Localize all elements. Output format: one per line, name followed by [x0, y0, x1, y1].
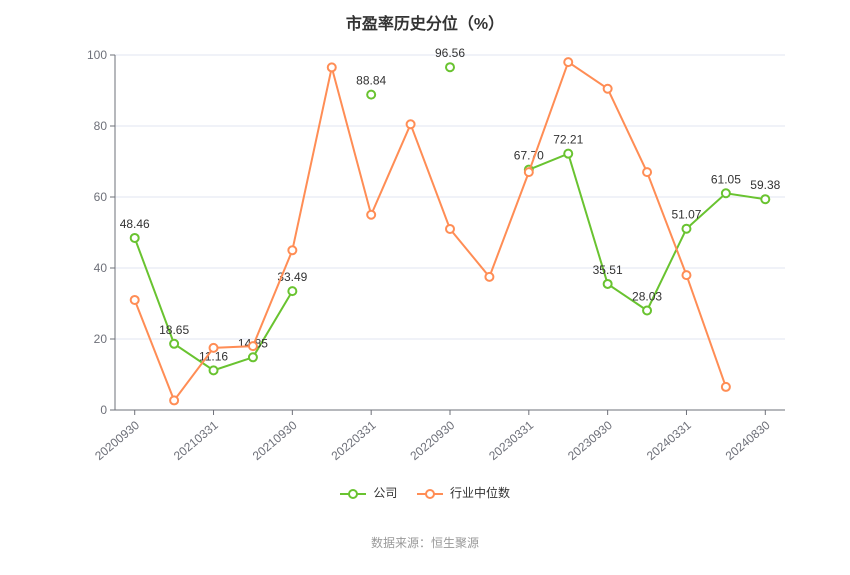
svg-text:35.51: 35.51: [593, 263, 623, 277]
svg-text:51.07: 51.07: [671, 208, 701, 222]
svg-text:20230930: 20230930: [565, 418, 615, 463]
legend-item-company[interactable]: 公司: [340, 484, 397, 501]
svg-text:100: 100: [87, 48, 107, 62]
legend-label-company: 公司: [373, 486, 397, 500]
svg-text:18.65: 18.65: [159, 323, 189, 337]
svg-text:88.84: 88.84: [356, 74, 386, 88]
svg-text:61.05: 61.05: [711, 172, 741, 186]
svg-text:67.70: 67.70: [514, 149, 544, 163]
svg-text:40: 40: [94, 261, 108, 275]
legend: 公司 行业中位数: [0, 484, 850, 501]
svg-text:80: 80: [94, 119, 108, 133]
legend-marker-industry: [417, 486, 443, 501]
svg-text:20210331: 20210331: [171, 418, 221, 463]
legend-marker-company: [340, 486, 366, 501]
svg-text:20220930: 20220930: [407, 418, 457, 463]
svg-text:20240331: 20240331: [644, 418, 694, 463]
svg-text:20210930: 20210930: [250, 418, 300, 463]
svg-text:28.03: 28.03: [632, 289, 662, 303]
svg-text:20200930: 20200930: [92, 418, 142, 463]
svg-text:20: 20: [94, 332, 108, 346]
legend-item-industry[interactable]: 行业中位数: [417, 484, 510, 501]
svg-text:72.21: 72.21: [553, 133, 583, 147]
svg-text:0: 0: [100, 403, 107, 417]
svg-text:20220331: 20220331: [329, 418, 379, 463]
svg-text:96.56: 96.56: [435, 46, 465, 60]
svg-text:48.46: 48.46: [120, 217, 150, 231]
svg-text:60: 60: [94, 190, 108, 204]
chart-title: 市盈率历史分位（%）: [0, 0, 850, 34]
svg-text:20230331: 20230331: [486, 418, 536, 463]
chart-plot-area: 0204060801002020093020210331202109302022…: [115, 55, 785, 410]
svg-text:20240830: 20240830: [723, 418, 773, 463]
chart-svg: 0204060801002020093020210331202109302022…: [115, 55, 785, 410]
legend-label-industry: 行业中位数: [450, 486, 510, 500]
data-source: 数据来源：恒生聚源: [0, 534, 850, 551]
svg-text:59.38: 59.38: [750, 178, 780, 192]
